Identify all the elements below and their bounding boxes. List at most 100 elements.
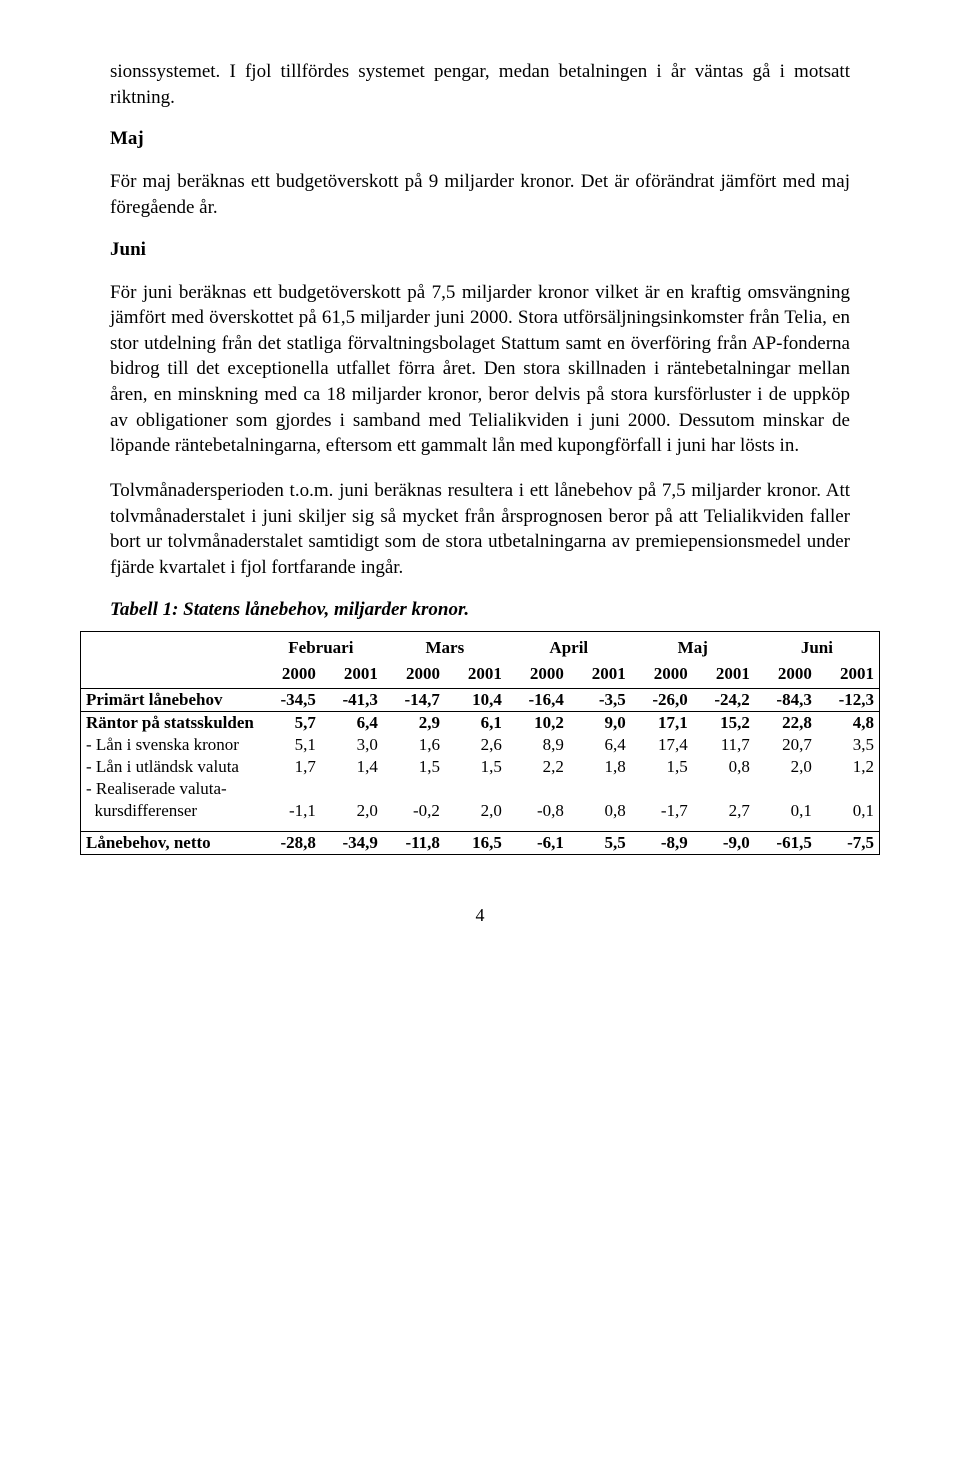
table-cell: -16,4: [507, 688, 569, 711]
table-cell: 16,5: [445, 831, 507, 854]
juni-paragraph: För juni beräknas ett budgetöverskott på…: [110, 280, 850, 459]
table-cell: -26,0: [631, 688, 693, 711]
year-head: 2001: [693, 661, 755, 689]
lanebehov-table: Februari Mars April Maj Juni 2000 2001 2…: [80, 631, 880, 855]
table-cell: 0,8: [693, 756, 755, 778]
table-cell: 2,0: [321, 800, 383, 832]
row-label: - Lån i svenska kronor: [81, 734, 259, 756]
year-head: 2000: [383, 661, 445, 689]
year-head: 2000: [631, 661, 693, 689]
table-cell: -61,5: [755, 831, 817, 854]
table-cell: 5,1: [259, 734, 321, 756]
table-cell: [569, 778, 631, 800]
table-cell: [755, 778, 817, 800]
month-head: Maj: [631, 631, 755, 661]
table-cell: 17,1: [631, 711, 693, 734]
row-label: - Realiserade valuta-: [81, 778, 259, 800]
table-cell: 1,4: [321, 756, 383, 778]
month-head: Mars: [383, 631, 507, 661]
table-caption: Tabell 1: Statens lånebehov, miljarder k…: [110, 599, 850, 621]
table-cell: 1,5: [445, 756, 507, 778]
year-head: 2001: [569, 661, 631, 689]
table-cell: -7,5: [817, 831, 880, 854]
table-cell: -6,1: [507, 831, 569, 854]
table-cell: [259, 778, 321, 800]
table-cell: -0,8: [507, 800, 569, 832]
document-page: sionssystemet. I fjol tillfördes systeme…: [0, 0, 960, 966]
month-head: Juni: [755, 631, 880, 661]
table-cell: -24,2: [693, 688, 755, 711]
row-label: Primärt lånebehov: [81, 688, 259, 711]
year-head: 2001: [817, 661, 880, 689]
table-cell: 10,2: [507, 711, 569, 734]
table-cell: 2,0: [755, 756, 817, 778]
table-cell: [507, 778, 569, 800]
table-cell: 22,8: [755, 711, 817, 734]
table-row: Räntor på statsskulden5,76,42,96,110,29,…: [81, 711, 880, 734]
table-cell: 0,1: [755, 800, 817, 832]
juni-heading: Juni: [110, 239, 850, 261]
table-cell: -8,9: [631, 831, 693, 854]
month-head: Februari: [259, 631, 383, 661]
table-cell: 1,8: [569, 756, 631, 778]
table-header-months: Februari Mars April Maj Juni: [81, 631, 880, 661]
table-cell: 1,5: [631, 756, 693, 778]
table-cell: -34,5: [259, 688, 321, 711]
month-head: April: [507, 631, 631, 661]
table-row: Primärt lånebehov-34,5-41,3-14,710,4-16,…: [81, 688, 880, 711]
table-cell: [383, 778, 445, 800]
year-head: 2000: [507, 661, 569, 689]
table-cell: 2,0: [445, 800, 507, 832]
year-head: 2000: [755, 661, 817, 689]
table-cell: -34,9: [321, 831, 383, 854]
table-cell: [445, 778, 507, 800]
table-cell: -28,8: [259, 831, 321, 854]
table-cell: 8,9: [507, 734, 569, 756]
table-cell: -1,1: [259, 800, 321, 832]
table-cell: 9,0: [569, 711, 631, 734]
table-row: - Realiserade valuta-: [81, 778, 880, 800]
table-cell: 3,5: [817, 734, 880, 756]
table-cell: -0,2: [383, 800, 445, 832]
table-cell: 5,7: [259, 711, 321, 734]
table-cell: -84,3: [755, 688, 817, 711]
table-row: - Lån i svenska kronor5,13,01,62,68,96,4…: [81, 734, 880, 756]
table-cell: 15,2: [693, 711, 755, 734]
table-row: kursdifferenser-1,12,0-0,22,0-0,80,8-1,7…: [81, 800, 880, 832]
table-cell: -12,3: [817, 688, 880, 711]
year-head: 2000: [259, 661, 321, 689]
maj-heading: Maj: [110, 128, 850, 150]
table-body: Primärt lånebehov-34,5-41,3-14,710,4-16,…: [81, 688, 880, 854]
year-head: 2001: [445, 661, 507, 689]
row-label: - Lån i utländsk valuta: [81, 756, 259, 778]
table-cell: 6,4: [321, 711, 383, 734]
table-cell: 2,6: [445, 734, 507, 756]
year-head: 2001: [321, 661, 383, 689]
table-cell: 10,4: [445, 688, 507, 711]
table-cell: 3,0: [321, 734, 383, 756]
table-cell: 11,7: [693, 734, 755, 756]
intro-paragraph: sionssystemet. I fjol tillfördes systeme…: [110, 59, 850, 110]
row-label: kursdifferenser: [81, 800, 259, 832]
table-cell: -1,7: [631, 800, 693, 832]
table-cell: -41,3: [321, 688, 383, 711]
table-cell: 2,2: [507, 756, 569, 778]
table-cell: -9,0: [693, 831, 755, 854]
table-cell: -11,8: [383, 831, 445, 854]
page-number: 4: [110, 905, 850, 926]
table-wrapper: Februari Mars April Maj Juni 2000 2001 2…: [80, 631, 880, 855]
table-cell: 1,2: [817, 756, 880, 778]
row-label: Räntor på statsskulden: [81, 711, 259, 734]
table-cell: 4,8: [817, 711, 880, 734]
table-cell: [631, 778, 693, 800]
table-cell: -14,7: [383, 688, 445, 711]
maj-paragraph: För maj beräknas ett budgetöverskott på …: [110, 169, 850, 220]
table-cell: 1,6: [383, 734, 445, 756]
table-cell: 6,1: [445, 711, 507, 734]
table-cell: 2,9: [383, 711, 445, 734]
table-cell: [321, 778, 383, 800]
table-cell: 5,5: [569, 831, 631, 854]
table-cell: 2,7: [693, 800, 755, 832]
table-cell: 1,7: [259, 756, 321, 778]
table-header-years: 2000 2001 2000 2001 2000 2001 2000 2001 …: [81, 661, 880, 689]
